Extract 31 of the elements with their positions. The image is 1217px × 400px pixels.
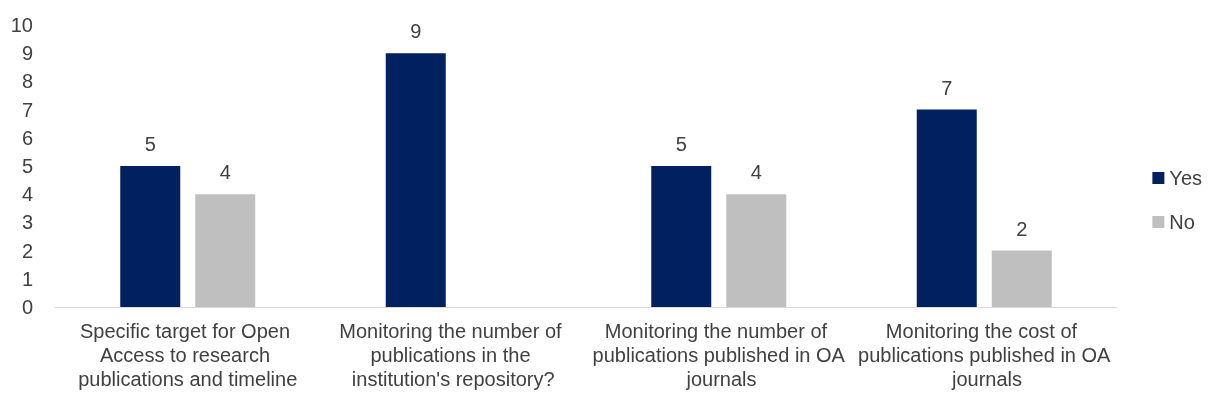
y-tick-label: 2 xyxy=(21,239,33,262)
y-tick-label: 3 xyxy=(21,211,33,234)
data-label: 7 xyxy=(941,76,953,99)
data-label: 5 xyxy=(144,133,156,155)
bar xyxy=(726,194,787,307)
y-tick-label: 9 xyxy=(21,42,33,65)
bar xyxy=(385,53,446,307)
data-label: 4 xyxy=(750,161,762,184)
bar xyxy=(120,166,181,307)
x-tick-label: Monitoring the number of publications in the institution's repository? xyxy=(339,320,568,390)
y-tick-label: 6 xyxy=(21,126,33,149)
x-tick-label: Monitoring the number of publications published in OA journals xyxy=(592,320,846,390)
y-tick-label: 0 xyxy=(21,296,33,318)
bar xyxy=(991,250,1052,307)
bar xyxy=(916,109,977,307)
y-tick-label: 7 xyxy=(21,98,33,121)
bar xyxy=(651,166,712,307)
data-label: 2 xyxy=(1016,217,1028,240)
data-label: 5 xyxy=(675,133,687,155)
y-tick-label: 8 xyxy=(21,70,33,93)
data-label: 4 xyxy=(219,161,231,184)
y-tick-label: 4 xyxy=(21,183,33,206)
data-label: 9 xyxy=(410,20,422,43)
bar xyxy=(195,194,256,307)
y-tick-label: 1 xyxy=(21,267,33,290)
x-tick-label: Monitoring the cost of publications published in OA journals xyxy=(858,320,1112,390)
x-tick-label: Specific target for Open Access to research publications and timeline xyxy=(78,320,298,390)
y-tick-label: 10 xyxy=(10,14,33,36)
legend-label: No xyxy=(1169,211,1195,233)
y-tick-label: 5 xyxy=(21,155,33,177)
legend-label: Yes xyxy=(1169,167,1203,189)
